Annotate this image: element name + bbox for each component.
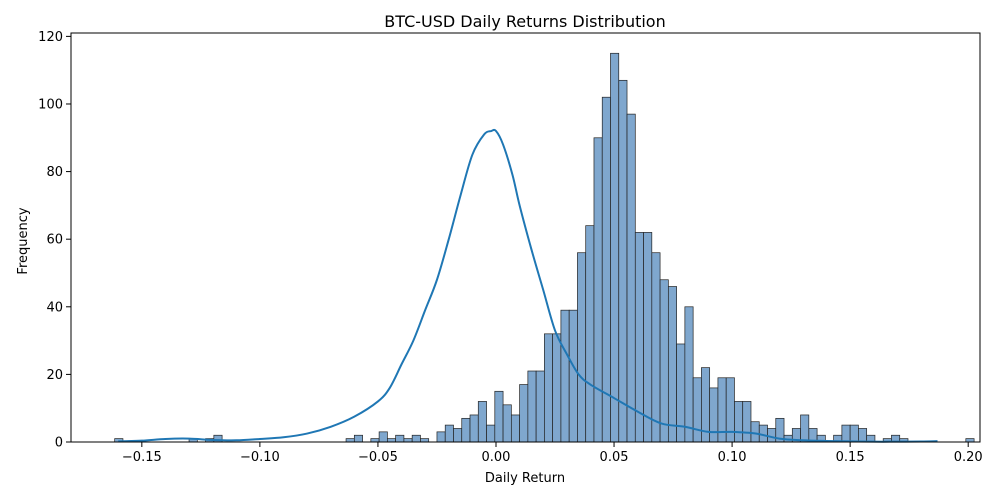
histogram-bar (593, 137, 603, 443)
y-tick-label: 100 (38, 97, 63, 112)
y-tick-label: 80 (46, 165, 63, 180)
histogram-bar (552, 333, 562, 443)
histogram-bar (651, 252, 661, 443)
histogram-bar (477, 401, 487, 443)
x-tick-label: 0.05 (600, 450, 629, 465)
histogram-bar (643, 232, 653, 443)
y-tick-label: 0 (55, 436, 63, 451)
histogram-bar (494, 390, 504, 443)
histogram-bar (395, 434, 405, 443)
histogram-bar (965, 438, 975, 443)
histogram-bar (436, 431, 446, 443)
histogram-bar (709, 387, 719, 443)
histogram-bar (750, 421, 760, 443)
histogram-bar (841, 424, 851, 443)
chart-title: BTC-USD Daily Returns Distribution (384, 12, 665, 31)
plot-frame (70, 32, 981, 443)
histogram-bar (411, 434, 421, 443)
histogram-bar (849, 424, 859, 443)
histogram-bar (444, 424, 454, 443)
histogram-bar (353, 434, 363, 443)
histogram-bars (114, 52, 975, 443)
y-tick-label: 60 (46, 233, 63, 248)
histogram-bar (420, 438, 430, 443)
y-tick-label: 120 (38, 30, 63, 45)
histogram-bar (345, 438, 355, 443)
x-tick-label: −0.15 (122, 450, 162, 465)
histogram-bar (800, 414, 810, 443)
y-tick-label: 20 (46, 368, 63, 383)
x-tick-label: −0.05 (358, 450, 398, 465)
histogram-bar (387, 438, 396, 443)
histogram-bar (486, 424, 496, 443)
histogram-bar (684, 306, 694, 443)
histogram-bar (585, 225, 595, 443)
histogram-bar (767, 428, 777, 443)
histogram-bar (519, 384, 529, 443)
histogram-bar (667, 286, 677, 443)
x-tick-label: −0.10 (240, 450, 280, 465)
histogram-bar (610, 52, 620, 443)
histogram-bar (510, 414, 520, 443)
histogram-bar (535, 370, 545, 443)
histogram-bar (659, 279, 669, 443)
histogram-bar (560, 309, 570, 443)
histogram-bar (577, 252, 587, 443)
histogram-bar (626, 113, 636, 443)
x-tick-label: 0.10 (718, 450, 747, 465)
histogram-bar (601, 96, 611, 443)
x-axis-label: Daily Return (485, 471, 565, 486)
histogram-bar (618, 79, 628, 443)
x-axis-ticks: −0.15 −0.10 −0.05 0.00 0.05 0.10 0.15 0.20 (122, 442, 983, 465)
y-axis-ticks: 0 20 40 60 80 100 120 (38, 30, 71, 451)
histogram-bar (378, 431, 388, 443)
histogram-bar (461, 417, 471, 443)
histogram-bar (692, 377, 702, 443)
y-axis-label: Frequency (16, 207, 31, 274)
histogram-bar (527, 370, 537, 443)
histogram-bar (453, 428, 463, 443)
histogram-bar (502, 404, 512, 443)
histogram-bar (370, 438, 380, 443)
histogram-bar (403, 438, 413, 443)
x-tick-label: 0.20 (954, 450, 983, 465)
x-tick-label: 0.15 (836, 450, 865, 465)
histogram-bar (858, 428, 868, 443)
histogram-bar (469, 414, 479, 443)
kde-line (118, 128, 938, 443)
y-tick-label: 40 (46, 300, 63, 315)
histogram-bar (568, 309, 578, 443)
histogram-bar (734, 401, 744, 443)
histogram-bar (742, 401, 752, 443)
kde-curve-group (118, 128, 938, 443)
histogram-bar (544, 333, 554, 443)
x-tick-label: 0.00 (482, 450, 511, 465)
